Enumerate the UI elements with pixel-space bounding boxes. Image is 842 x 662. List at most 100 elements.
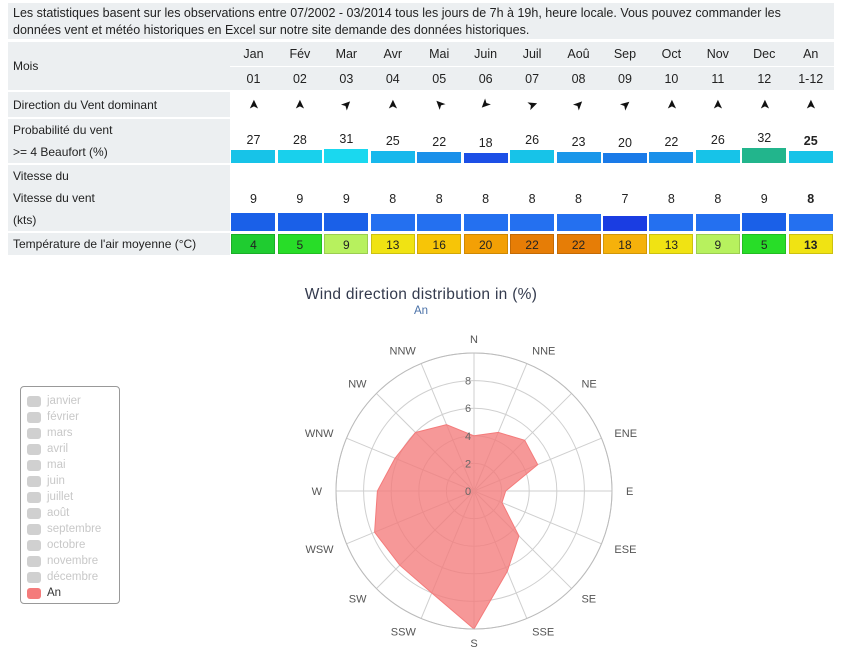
row-label-temperature: Température de l'air moyenne (°C) — [8, 231, 231, 255]
speed-cell: 7 — [601, 163, 649, 231]
legend-item[interactable]: mars — [21, 425, 119, 441]
month-name: Avr — [369, 42, 416, 66]
temperature-value: 4 — [231, 234, 276, 254]
month-name: Sep — [601, 42, 649, 66]
month-name: Mai — [415, 42, 463, 66]
probability-bar — [277, 150, 322, 163]
legend-item[interactable]: janvier — [21, 393, 119, 409]
direction-cell: ➤ — [508, 90, 556, 117]
temperature-value: 18 — [602, 234, 647, 254]
legend-swatch — [27, 523, 41, 535]
direction-label: SSW — [391, 626, 417, 638]
speed-cell: 9 — [276, 163, 324, 231]
legend-item[interactable]: juin — [21, 473, 119, 489]
speed-bar — [788, 214, 833, 231]
legend-label: avril — [47, 443, 69, 455]
month-name: Mar — [323, 42, 370, 66]
probability-cell: 22 — [648, 117, 695, 163]
direction-label: SE — [581, 593, 596, 605]
legend-swatch — [27, 427, 41, 439]
probability-bar — [324, 149, 369, 163]
direction-label: WNW — [305, 428, 334, 440]
month-number: 1-12 — [787, 66, 834, 90]
intro-text: Les statistiques basent sur les observat… — [8, 3, 834, 39]
probability-value: 22 — [664, 135, 679, 149]
speed-value: 9 — [249, 192, 257, 206]
speed-cell: 8 — [462, 163, 509, 231]
temperature-value: 5 — [277, 234, 322, 254]
legend-swatch — [27, 587, 41, 599]
speed-bar — [417, 214, 462, 231]
temperature-cell: 22 — [508, 231, 556, 255]
legend-label: janvier — [47, 395, 81, 407]
speed-value: 8 — [575, 192, 582, 206]
legend-swatch — [27, 411, 41, 423]
row-label-speed: Vitesse du Vitesse du vent (kts) — [8, 163, 231, 231]
legend-item[interactable]: octobre — [21, 537, 119, 553]
probability-value: 26 — [525, 133, 540, 147]
probability-value: 23 — [571, 135, 586, 149]
probability-bar — [510, 150, 555, 163]
temperature-value: 9 — [324, 234, 369, 254]
temperature-cell: 9 — [694, 231, 742, 255]
month-number: 07 — [508, 66, 556, 90]
probability-value: 25 — [803, 134, 818, 148]
speed-cell: 9 — [741, 163, 788, 231]
legend-item[interactable]: An — [21, 585, 119, 601]
speed-cell: 8 — [508, 163, 556, 231]
speed-value: 8 — [714, 192, 722, 206]
probability-cell: 27 — [230, 117, 277, 163]
speed-bar — [695, 214, 740, 231]
probability-value: 20 — [618, 136, 632, 150]
probability-value: 26 — [710, 133, 725, 147]
direction-label: N — [470, 334, 478, 346]
legend-swatch — [27, 507, 41, 519]
legend-label: février — [47, 411, 79, 423]
probability-cell: 32 — [741, 117, 788, 163]
temperature-cell: 20 — [462, 231, 509, 255]
month-name: Fév — [276, 42, 324, 66]
legend-item[interactable]: avril — [21, 441, 119, 457]
direction-cell: ➤ — [415, 90, 463, 117]
temperature-cell: 5 — [276, 231, 324, 255]
direction-label: NW — [348, 379, 367, 391]
legend-item[interactable]: novembre — [21, 553, 119, 569]
series-area-an — [374, 424, 539, 630]
probability-cell: 20 — [601, 117, 649, 163]
legend-label: août — [47, 507, 70, 519]
legend-item[interactable]: septembre — [21, 521, 119, 537]
legend-label: mars — [47, 427, 73, 439]
month-number: 06 — [462, 66, 509, 90]
legend-item[interactable]: août — [21, 505, 119, 521]
speed-bar — [324, 213, 369, 231]
direction-cell: ➤ — [601, 90, 649, 117]
month-name: Aoû — [555, 42, 602, 66]
legend-item[interactable]: mai — [21, 457, 119, 473]
probability-cell: 26 — [508, 117, 556, 163]
direction-cell: ➤ — [648, 90, 695, 117]
legend-item[interactable]: juillet — [21, 489, 119, 505]
legend-item[interactable]: décembre — [21, 569, 119, 585]
probability-cell: 25 — [787, 117, 834, 163]
legend-label: juillet — [47, 491, 74, 503]
stats-table: Mois Jan Fév Mar Avr Mai Juin Juil Aoû S… — [8, 42, 834, 255]
legend-swatch — [27, 555, 41, 567]
chart-legend: janvier février mars avril mai juin juillet aoû… — [20, 386, 120, 604]
direction-label: SSE — [532, 626, 554, 638]
temperature-cell: 9 — [323, 231, 370, 255]
legend-label: décembre — [47, 571, 99, 583]
temperature-value: 13 — [370, 234, 415, 254]
speed-cell: 9 — [323, 163, 370, 231]
probability-cell: 28 — [276, 117, 324, 163]
legend-label: mai — [47, 459, 66, 471]
probability-cell: 22 — [415, 117, 463, 163]
legend-item[interactable]: février — [21, 409, 119, 425]
direction-cell: ➤ — [787, 90, 834, 117]
legend-swatch — [27, 443, 41, 455]
probability-cell: 31 — [323, 117, 370, 163]
direction-cell: ➤ — [555, 90, 602, 117]
probability-bar — [231, 150, 276, 163]
month-number: 10 — [648, 66, 695, 90]
speed-bar — [370, 214, 415, 231]
